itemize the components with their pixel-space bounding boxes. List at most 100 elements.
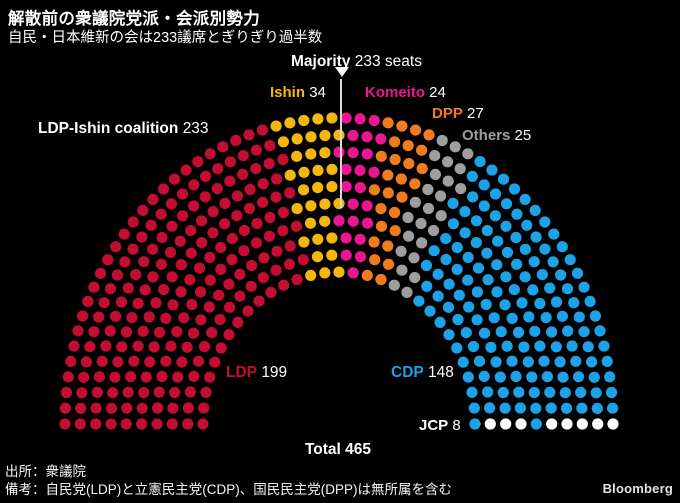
seat-dot — [530, 402, 542, 414]
seat-dot — [214, 313, 226, 326]
seat-dot — [522, 356, 534, 368]
seat-dot — [462, 148, 474, 160]
seat-dot — [382, 258, 395, 270]
seat-dot — [474, 156, 486, 168]
seat-dot — [118, 228, 130, 240]
seat-dot — [447, 197, 459, 209]
seat-dot — [188, 179, 200, 191]
seat-dot — [347, 147, 359, 159]
seat-dot — [84, 341, 96, 353]
seat-dot — [591, 402, 603, 414]
seat-dot — [157, 183, 170, 195]
seat-dot — [147, 271, 159, 283]
seat-dot — [226, 233, 238, 245]
seat-dot — [447, 218, 459, 230]
seat-dot — [340, 249, 352, 261]
seat-dot — [471, 314, 483, 326]
seat-dot — [382, 187, 394, 199]
seat-dot — [169, 386, 181, 399]
seat-dot — [88, 326, 100, 338]
seat-dot — [421, 280, 433, 292]
seat-dot — [375, 273, 387, 286]
seat-dot — [147, 193, 159, 205]
seat-dot — [166, 418, 178, 430]
seat-dot — [93, 311, 105, 323]
seat-dot — [544, 386, 556, 398]
seat-dot — [290, 220, 303, 232]
seat-dot — [196, 237, 208, 249]
seat-dot — [478, 200, 490, 212]
seat-dot — [270, 264, 282, 276]
seat-dot — [284, 169, 296, 181]
seat-dot — [232, 316, 244, 328]
seat-dot — [472, 262, 485, 274]
seat-dot — [204, 274, 216, 286]
seat-dot — [506, 312, 518, 324]
seat-dot — [422, 202, 435, 215]
seat-dot — [508, 183, 521, 195]
seat-dot — [570, 355, 582, 367]
seat-dot — [283, 258, 296, 270]
seat-dot — [207, 227, 219, 239]
seat-dot — [250, 144, 262, 156]
seat-dot — [138, 256, 150, 268]
seat-dot — [165, 340, 177, 352]
seat-dot — [185, 225, 197, 237]
seat-dot — [93, 371, 105, 383]
legend-komeito: Komeito 24 — [365, 84, 446, 101]
seat-dot — [319, 267, 331, 279]
seat-dot — [396, 191, 408, 203]
seat-dot — [110, 241, 122, 253]
legend-cdp-seats: 148 — [428, 364, 454, 381]
majority-label: Majority — [291, 53, 351, 70]
seat-dot — [513, 386, 525, 398]
seat-dot — [333, 146, 345, 158]
seat-dot — [546, 418, 558, 430]
seat-dot — [442, 301, 455, 313]
legend-others: Others 25 — [462, 127, 531, 144]
seat-dot — [291, 133, 303, 145]
legend-dpp-name: DPP — [432, 105, 463, 122]
seat-dot — [545, 402, 557, 414]
seat-dot — [523, 311, 535, 323]
page-subtitle: 自民・日本維新の会は233議席とぎりぎり過半数 — [8, 30, 323, 46]
seat-dot — [424, 305, 436, 317]
seat-dot — [326, 249, 338, 261]
seat-dot — [126, 312, 138, 324]
seat-dot — [389, 206, 401, 219]
seat-dot — [460, 327, 472, 339]
seat-dot — [224, 156, 236, 168]
seat-dot — [152, 402, 164, 414]
seat-dot — [566, 340, 578, 352]
seat-dot — [305, 269, 317, 281]
seat-dot — [451, 241, 463, 254]
seat-dot — [561, 418, 573, 430]
seat-dot — [136, 418, 148, 430]
seat-dot — [592, 418, 604, 430]
seat-dot — [278, 279, 290, 291]
seat-dot — [270, 191, 282, 203]
seat-dot — [203, 301, 215, 313]
seat-dot — [561, 283, 574, 295]
seat-dot — [604, 371, 616, 383]
legend-others-seats: 25 — [514, 127, 532, 144]
seat-dot — [451, 263, 463, 275]
seat-dot — [143, 311, 155, 323]
seat-dot — [382, 169, 394, 181]
seat-dot — [250, 237, 262, 249]
seat-dot — [60, 386, 73, 399]
seat-dot — [443, 329, 455, 341]
legend-ldp-seats: 199 — [261, 364, 288, 381]
seat-dot — [481, 225, 493, 237]
seat-dot — [151, 418, 163, 430]
seat-dot — [455, 183, 467, 195]
seat-dot — [375, 133, 387, 145]
seat-dot — [416, 237, 428, 249]
seat-dot — [368, 236, 380, 248]
seat-dot — [80, 356, 92, 368]
seat-dot — [326, 232, 338, 244]
seat-dot — [305, 131, 317, 143]
seat-dot — [263, 230, 275, 242]
seat-dot — [297, 254, 309, 266]
majority-value: 233 seats — [354, 53, 422, 70]
